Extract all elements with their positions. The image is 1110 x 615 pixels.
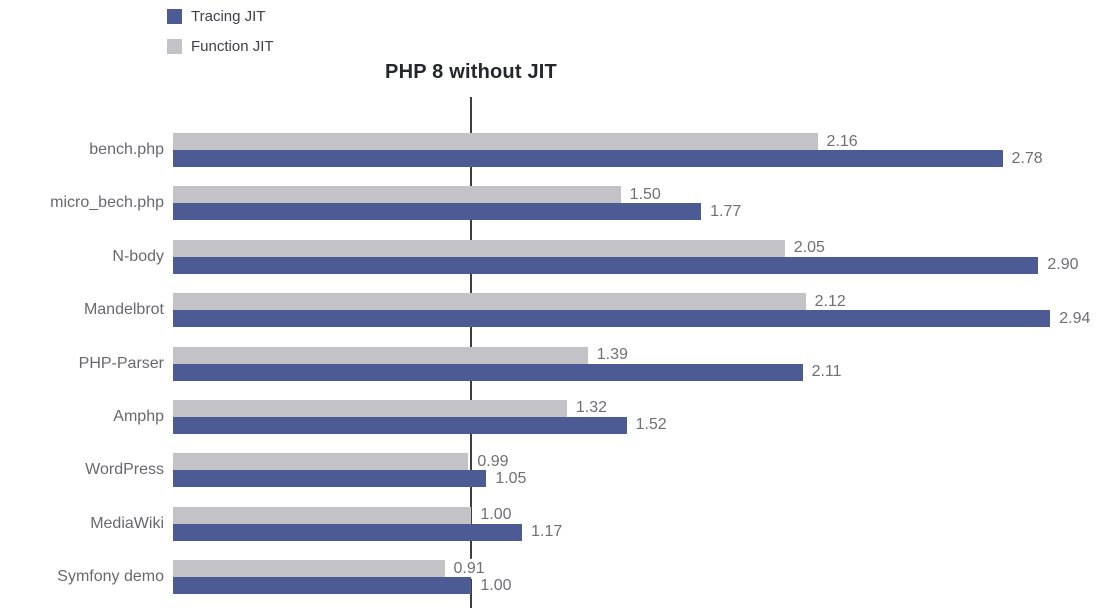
- chart-rows: bench.php 2.16 2.78 micro_bech.php 1.50 1.77 N…: [0, 131, 1110, 614]
- value-label: 1.32: [573, 398, 610, 419]
- reference-line-title: PHP 8 without JIT: [385, 61, 557, 83]
- value-label: 1.52: [633, 415, 669, 436]
- value-label: 2.05: [791, 238, 827, 259]
- legend-label-function-jit: Function JIT: [191, 37, 274, 55]
- chart-row: MediaWiki 1.00 1.17: [0, 505, 1110, 543]
- bar-group: 2.12 2.94: [173, 291, 1110, 329]
- value-label: 1.00: [478, 505, 514, 526]
- bar-tracing-jit: 2.11: [173, 361, 844, 383]
- bar-tracing-jit: 2.78: [173, 148, 1045, 169]
- bar-tracing-jit: 1.77: [173, 201, 744, 223]
- chart-row: bench.php 2.16 2.78: [0, 131, 1110, 169]
- value-label: 2.12: [812, 291, 848, 312]
- category-label: micro_bech.php: [50, 194, 164, 212]
- bar-tracing-jit: 1.17: [173, 522, 565, 543]
- chart-row: Amphp 1.32 1.52: [0, 398, 1110, 436]
- bar-group: 2.05 2.90: [173, 238, 1110, 276]
- chart-row: Mandelbrot 2.12 2.94: [0, 291, 1110, 329]
- chart-row: PHP-Parser 1.39 2.11: [0, 344, 1110, 383]
- value-label: 1.00: [478, 575, 514, 596]
- bar-function-jit: 0.99: [173, 451, 511, 473]
- category-label: bench.php: [89, 141, 164, 158]
- bar-function-jit: 1.50: [173, 184, 663, 206]
- value-label: 1.77: [708, 201, 744, 223]
- chart-row: WordPress 0.99 1.05: [0, 451, 1110, 490]
- value-label: 2.11: [809, 361, 844, 383]
- value-label: 1.50: [627, 184, 663, 206]
- bar-group: 2.16 2.78: [173, 131, 1110, 169]
- legend-item-function-jit: Function JIT: [167, 35, 274, 57]
- category-label: N-body: [112, 247, 164, 265]
- value-label: 1.39: [594, 344, 630, 366]
- value-label: 2.94: [1057, 308, 1093, 329]
- bar-function-jit: 1.00: [173, 505, 514, 526]
- bar-group: 0.99 1.05: [173, 451, 1110, 490]
- category-label: WordPress: [85, 461, 164, 479]
- value-label: 0.91: [451, 558, 487, 579]
- value-label: 2.90: [1045, 255, 1081, 276]
- legend-swatch-1: [167, 38, 182, 54]
- chart-row: micro_bech.php 1.50 1.77: [0, 184, 1110, 223]
- value-label: 1.17: [529, 522, 565, 543]
- value-label: 1.05: [493, 468, 529, 490]
- bar-function-jit: 2.12: [173, 291, 848, 312]
- chart-legend: Tracing JIT Function JIT: [167, 5, 274, 65]
- bar-group: 0.91 1.00: [173, 558, 1110, 596]
- category-label: Amphp: [113, 407, 164, 425]
- bar-tracing-jit: 2.90: [173, 255, 1081, 276]
- category-label: Symfony demo: [57, 568, 164, 586]
- category-label: Mandelbrot: [83, 301, 164, 319]
- bar-function-jit: 1.32: [173, 398, 610, 419]
- value-label: 2.78: [1009, 148, 1045, 169]
- bar-group: 1.39 2.11: [173, 344, 1110, 383]
- bar-group: 1.00 1.17: [173, 505, 1110, 543]
- legend-swatch-0: [167, 8, 182, 24]
- category-label: MediaWiki: [90, 514, 164, 532]
- chart-row: N-body 2.05 2.90: [0, 238, 1110, 276]
- bar-function-jit: 1.39: [173, 344, 630, 366]
- bar-tracing-jit: 1.00: [173, 575, 514, 596]
- value-label: 0.99: [475, 451, 511, 473]
- legend-label-tracing-jit: Tracing JIT: [191, 7, 266, 25]
- bar-function-jit: 2.05: [173, 238, 827, 259]
- value-label: 2.16: [824, 131, 860, 152]
- bar-group: 1.50 1.77: [173, 184, 1110, 223]
- bar-function-jit: 2.16: [173, 131, 860, 152]
- chart-row: Symfony demo 0.91 1.00: [0, 558, 1110, 596]
- bar-function-jit: 0.91: [173, 558, 487, 579]
- bar-tracing-jit: 1.05: [173, 468, 529, 490]
- bar-tracing-jit: 1.52: [173, 415, 669, 436]
- bar-tracing-jit: 2.94: [173, 308, 1093, 329]
- category-label: PHP-Parser: [78, 354, 164, 372]
- bar-group: 1.32 1.52: [173, 398, 1110, 436]
- legend-item-tracing-jit: Tracing JIT: [167, 5, 274, 27]
